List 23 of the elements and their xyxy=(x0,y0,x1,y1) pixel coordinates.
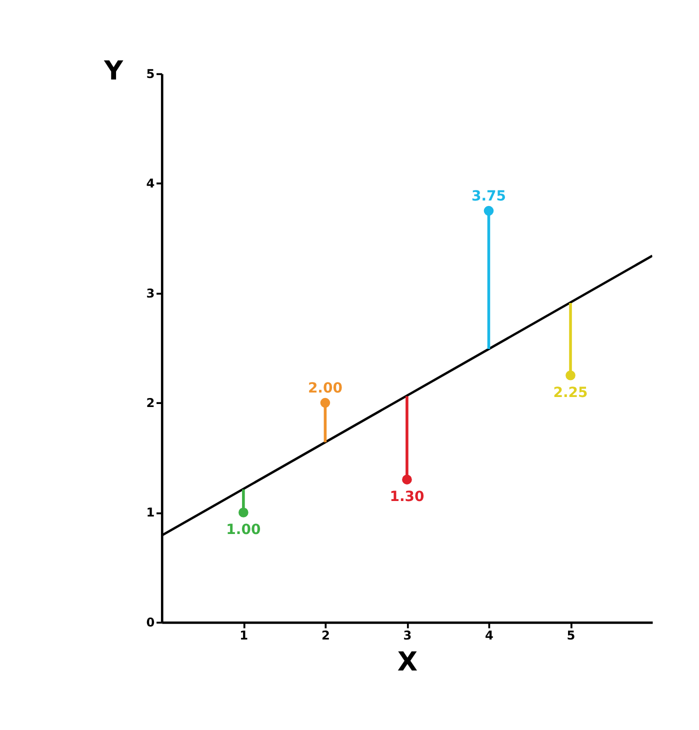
data-label: 1.00 xyxy=(226,522,261,538)
y-tick-label: 4 xyxy=(146,176,155,191)
data-label: 1.30 xyxy=(390,489,424,506)
point xyxy=(402,474,412,484)
data-label: 2.25 xyxy=(553,384,588,401)
data-label: 3.75 xyxy=(471,188,506,205)
x-tick-label: 1 xyxy=(240,628,248,642)
x-tick-label: 4 xyxy=(484,628,494,642)
y-tick-label: 2 xyxy=(146,396,155,410)
point xyxy=(320,398,330,408)
point xyxy=(566,370,576,380)
y-axis-title: Y xyxy=(103,56,124,87)
x-tick-label: 5 xyxy=(566,628,576,642)
x-tick-label: 3 xyxy=(403,628,412,642)
data-label: 2.00 xyxy=(308,380,343,396)
y-tick-label: 1 xyxy=(146,506,155,520)
point xyxy=(484,206,494,216)
x-axis-title: X xyxy=(397,647,418,678)
y-tick-label: 0 xyxy=(146,615,155,630)
point xyxy=(238,508,248,518)
y-tick-label: 5 xyxy=(146,66,155,81)
y-tick-label: 3 xyxy=(146,286,155,300)
x-tick-label: 2 xyxy=(321,628,330,642)
